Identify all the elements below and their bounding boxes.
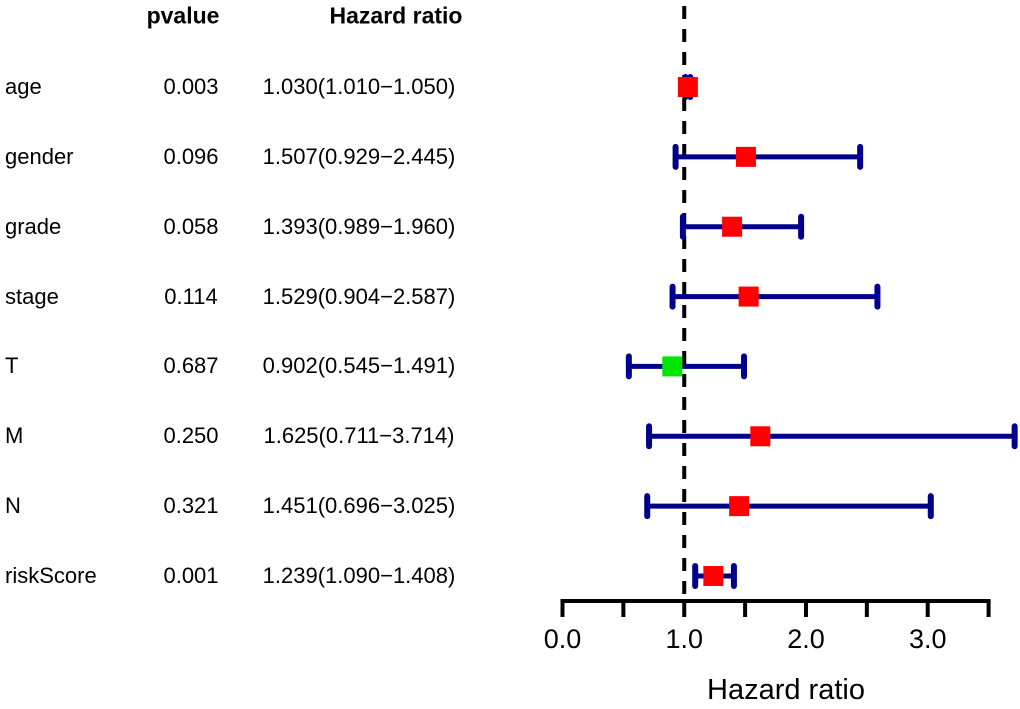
row-label-M: M bbox=[5, 423, 24, 449]
hr-box-T bbox=[662, 356, 683, 377]
hr-box-riskScore bbox=[703, 565, 724, 586]
row-hrtext-grade: 1.393(0.989−1.960) bbox=[262, 213, 456, 239]
row-hrtext-riskScore: 1.239(1.090−1.408) bbox=[262, 562, 456, 588]
column-header-hazard-ratio: Hazard ratio bbox=[329, 2, 463, 29]
hr-box-gender bbox=[735, 146, 756, 167]
hr-box-grade bbox=[722, 216, 743, 237]
row-pvalue-age: 0.003 bbox=[163, 74, 219, 99]
row-hrtext-T: 0.902(0.545−1.491) bbox=[262, 353, 456, 379]
row-label-N: N bbox=[5, 493, 21, 519]
row-hrtext-M: 1.625(0.711−3.714) bbox=[263, 423, 455, 449]
row-pvalue-M: 0.250 bbox=[163, 423, 219, 449]
row-hrtext-gender: 1.507(0.929−2.445) bbox=[262, 143, 456, 169]
x-tick-label-2.0: 2.0 bbox=[787, 624, 825, 654]
row-label-riskScore: riskScore bbox=[5, 562, 97, 588]
row-label-age: age bbox=[5, 74, 42, 99]
row-label-stage: stage bbox=[5, 283, 59, 309]
row-label-gender: gender bbox=[5, 143, 74, 169]
row-hrtext-stage: 1.529(0.904−2.587) bbox=[262, 283, 456, 309]
x-tick-label-1.0: 1.0 bbox=[665, 624, 703, 654]
row-pvalue-riskScore: 0.001 bbox=[163, 562, 219, 588]
x-tick-label-3.0: 3.0 bbox=[909, 624, 947, 654]
row-pvalue-stage: 0.114 bbox=[164, 283, 218, 309]
hr-box-M bbox=[750, 426, 771, 447]
hr-box-N bbox=[729, 496, 750, 517]
hr-box-stage bbox=[738, 286, 759, 307]
row-pvalue-N: 0.321 bbox=[163, 493, 219, 519]
row-pvalue-gender: 0.096 bbox=[163, 143, 219, 169]
hr-box-age bbox=[677, 77, 698, 97]
row-hrtext-N: 1.451(0.696−3.025) bbox=[262, 493, 456, 519]
row-hrtext-age: 1.030(1.010−1.050) bbox=[262, 74, 456, 99]
x-tick-label-0.0: 0.0 bbox=[544, 624, 582, 654]
row-label-T: T bbox=[5, 353, 19, 379]
row-label-grade: grade bbox=[5, 213, 62, 239]
column-header-pvalue: pvalue bbox=[146, 2, 220, 29]
row-pvalue-T: 0.687 bbox=[163, 353, 219, 379]
x-axis-title: Hazard ratio bbox=[707, 674, 865, 706]
row-pvalue-grade: 0.058 bbox=[163, 213, 219, 239]
